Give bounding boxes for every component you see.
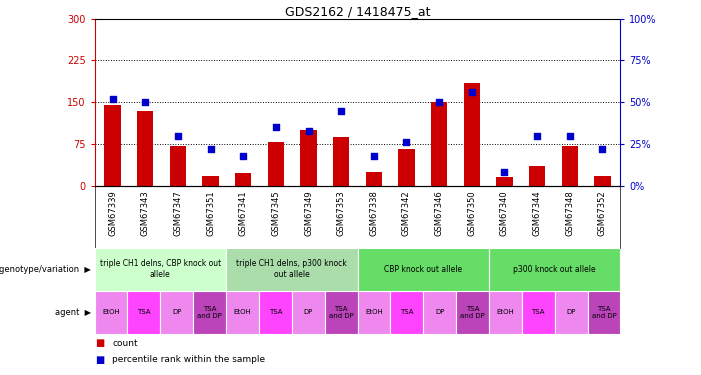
Bar [358, 291, 390, 334]
Bar [235, 173, 252, 186]
Point [531, 133, 543, 139]
Text: TSA: TSA [400, 309, 414, 315]
Text: GSM67342: GSM67342 [402, 190, 411, 236]
Point [271, 124, 282, 130]
Bar [431, 102, 447, 186]
Bar [489, 248, 620, 291]
Bar [358, 248, 489, 291]
Text: GSM67352: GSM67352 [598, 190, 607, 236]
Bar [104, 105, 121, 186]
Bar [366, 172, 382, 186]
Bar [390, 291, 423, 334]
Point [597, 146, 608, 152]
Bar [203, 176, 219, 186]
Text: ■: ■ [95, 355, 104, 365]
Bar [456, 291, 489, 334]
Point [433, 99, 444, 105]
Bar [529, 166, 545, 186]
Text: p300 knock out allele: p300 knock out allele [513, 265, 596, 274]
Text: DP: DP [304, 309, 313, 315]
Point [205, 146, 216, 152]
Point [303, 128, 314, 134]
Text: genotype/variation  ▶: genotype/variation ▶ [0, 265, 91, 274]
Text: TSA
and DP: TSA and DP [592, 306, 616, 319]
Bar [137, 111, 154, 186]
Title: GDS2162 / 1418475_at: GDS2162 / 1418475_at [285, 4, 430, 18]
Text: EtOH: EtOH [365, 309, 383, 315]
Text: GSM67343: GSM67343 [141, 190, 150, 236]
Bar [95, 291, 128, 334]
Text: count: count [112, 339, 138, 348]
Text: TSA
and DP: TSA and DP [460, 306, 485, 319]
Bar [587, 291, 620, 334]
Point [564, 133, 576, 139]
Text: TSA
and DP: TSA and DP [197, 306, 222, 319]
Text: percentile rank within the sample: percentile rank within the sample [112, 356, 265, 364]
Bar [170, 146, 186, 186]
Text: DP: DP [435, 309, 444, 315]
Bar [463, 83, 480, 186]
Bar [268, 142, 284, 186]
Bar [333, 136, 349, 186]
Text: GSM67338: GSM67338 [369, 190, 379, 237]
Point [172, 133, 184, 139]
Bar [300, 130, 317, 186]
Bar [226, 291, 259, 334]
Text: GSM67344: GSM67344 [533, 190, 542, 236]
Text: GSM67340: GSM67340 [500, 190, 509, 236]
Text: ■: ■ [95, 338, 104, 348]
Point [336, 108, 347, 114]
Text: TSA: TSA [268, 309, 282, 315]
Text: GSM67349: GSM67349 [304, 190, 313, 236]
Bar [128, 291, 161, 334]
Bar [193, 291, 226, 334]
Point [139, 99, 151, 105]
Text: DP: DP [566, 309, 576, 315]
Text: GSM67353: GSM67353 [336, 190, 346, 236]
Bar [554, 291, 587, 334]
Bar [161, 291, 193, 334]
Text: EtOH: EtOH [233, 309, 252, 315]
Bar [95, 186, 620, 248]
Bar [423, 291, 456, 334]
Point [499, 169, 510, 175]
Text: agent  ▶: agent ▶ [55, 308, 91, 316]
Text: GSM67345: GSM67345 [271, 190, 280, 236]
Text: GSM67346: GSM67346 [435, 190, 444, 236]
Text: TSA: TSA [137, 309, 151, 315]
Bar [325, 291, 358, 334]
Text: TSA: TSA [531, 309, 545, 315]
Bar [522, 291, 554, 334]
Point [401, 139, 412, 145]
Bar [292, 291, 325, 334]
Bar [226, 248, 358, 291]
Point [466, 89, 477, 95]
Point [107, 96, 118, 102]
Bar [489, 291, 522, 334]
Text: triple CH1 delns, p300 knock
out allele: triple CH1 delns, p300 knock out allele [236, 260, 347, 279]
Text: CBP knock out allele: CBP knock out allele [384, 265, 462, 274]
Text: GSM67350: GSM67350 [468, 190, 476, 236]
Bar [398, 150, 415, 186]
Bar [95, 248, 226, 291]
Text: triple CH1 delns, CBP knock out
allele: triple CH1 delns, CBP knock out allele [100, 260, 221, 279]
Text: EtOH: EtOH [496, 309, 515, 315]
Text: EtOH: EtOH [102, 309, 120, 315]
Text: GSM67348: GSM67348 [565, 190, 574, 236]
Bar [259, 291, 292, 334]
Text: DP: DP [172, 309, 182, 315]
Point [368, 153, 379, 159]
Bar [594, 176, 611, 186]
Text: GSM67341: GSM67341 [239, 190, 247, 236]
Text: GSM67339: GSM67339 [108, 190, 117, 236]
Text: GSM67351: GSM67351 [206, 190, 215, 236]
Point [238, 153, 249, 159]
Bar [562, 146, 578, 186]
Bar [496, 177, 512, 186]
Text: GSM67347: GSM67347 [173, 190, 182, 236]
Text: TSA
and DP: TSA and DP [329, 306, 353, 319]
